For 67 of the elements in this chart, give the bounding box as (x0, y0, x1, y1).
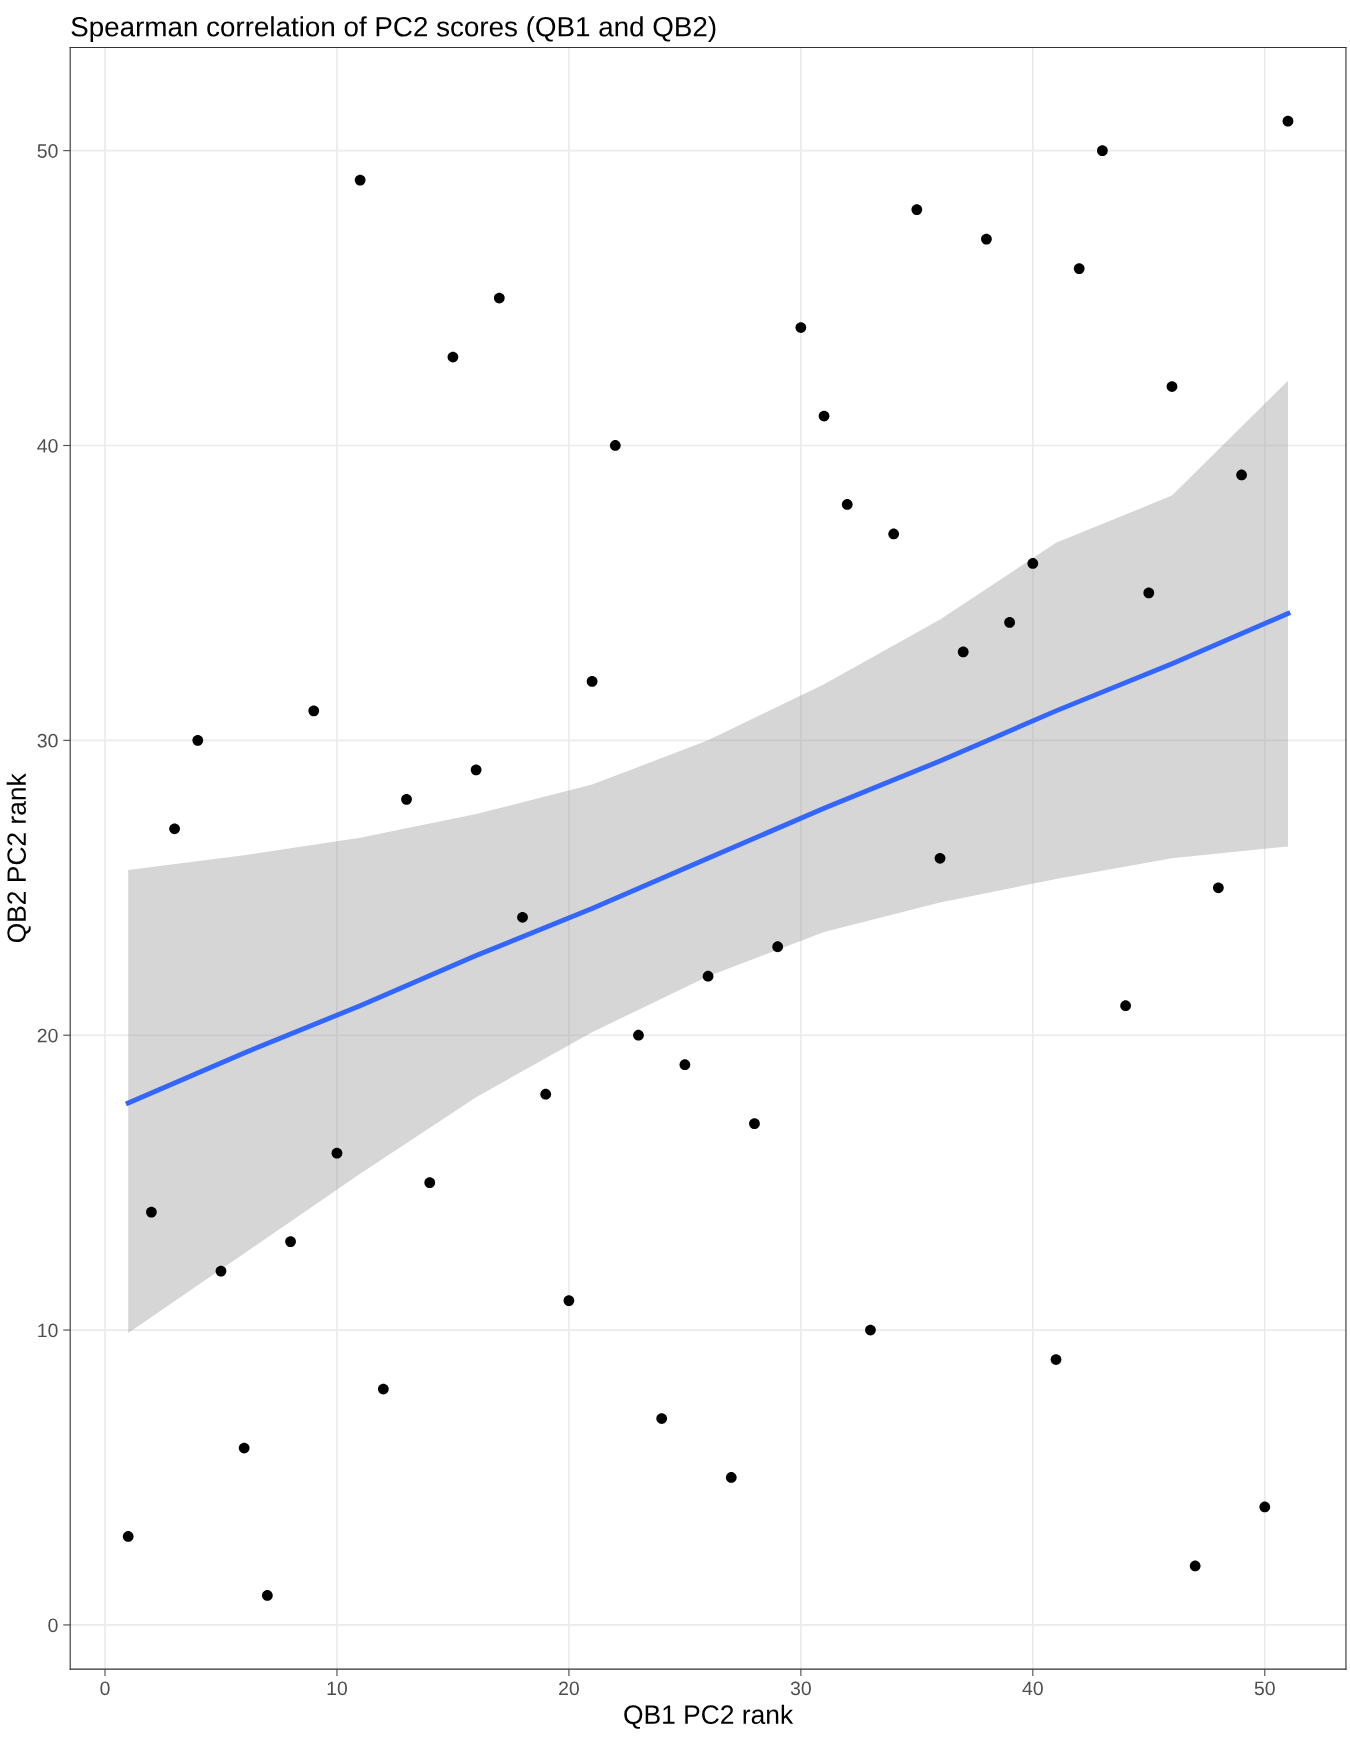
x-tick-label: 10 (327, 1681, 347, 1696)
point (1259, 1501, 1271, 1513)
point (1120, 1000, 1131, 1012)
point (308, 705, 320, 717)
point (1004, 617, 1015, 628)
point (911, 204, 923, 215)
point (1073, 263, 1085, 274)
y-tick-label: 30 (37, 733, 58, 748)
x-tick-label: 0 (100, 1681, 110, 1696)
point (1166, 381, 1178, 392)
point (447, 351, 459, 363)
point (934, 852, 946, 864)
point (795, 322, 807, 333)
y-tick-label: 0 (48, 1618, 58, 1633)
x-tick-label: 40 (1022, 1681, 1043, 1696)
point (377, 1383, 389, 1395)
point (493, 292, 505, 304)
point (1143, 587, 1155, 599)
point (679, 1059, 691, 1071)
line-series (125, 611, 1291, 1106)
point (169, 823, 180, 835)
point (1189, 1560, 1201, 1572)
point (517, 911, 528, 923)
point (1027, 558, 1039, 569)
point (1097, 145, 1108, 157)
y-tick-label: 10 (38, 1323, 58, 1338)
point (331, 1147, 343, 1159)
point (261, 1590, 273, 1601)
point (1213, 882, 1224, 894)
y-axis-title: QB2 PC2 rank (6, 773, 31, 943)
point (122, 1531, 134, 1542)
point (563, 1295, 575, 1306)
point (702, 970, 714, 982)
point (470, 764, 482, 776)
point (772, 941, 784, 953)
point (540, 1088, 552, 1100)
point (1282, 115, 1294, 127)
point (401, 793, 412, 805)
point (424, 1177, 436, 1189)
point (981, 233, 992, 245)
point (238, 1442, 250, 1454)
x-tick-label: 50 (1254, 1681, 1275, 1696)
point (888, 528, 900, 540)
point (609, 440, 621, 451)
y-tick-label: 20 (37, 1028, 58, 1043)
point (818, 410, 830, 422)
point (841, 499, 853, 510)
point (633, 1029, 644, 1041)
point (215, 1265, 227, 1277)
point (749, 1118, 760, 1130)
x-axis-title: QB1 PC2 rank (624, 1704, 794, 1729)
x-tick-label: 30 (790, 1681, 811, 1696)
y-tick-label: 50 (37, 144, 58, 158)
point (1236, 469, 1247, 481)
point (146, 1206, 157, 1218)
x-tick-label: 20 (559, 1681, 579, 1696)
point (957, 646, 969, 658)
point (656, 1413, 668, 1424)
point (1050, 1354, 1062, 1365)
point (192, 734, 204, 746)
y-tick-label: 40 (37, 438, 58, 453)
point (354, 174, 366, 186)
point (865, 1324, 876, 1336)
point (586, 676, 598, 687)
chart-title: Spearman correlation of PC2 scores (QB1 and QB2) (71, 16, 716, 43)
point (285, 1236, 296, 1247)
point (725, 1472, 737, 1483)
